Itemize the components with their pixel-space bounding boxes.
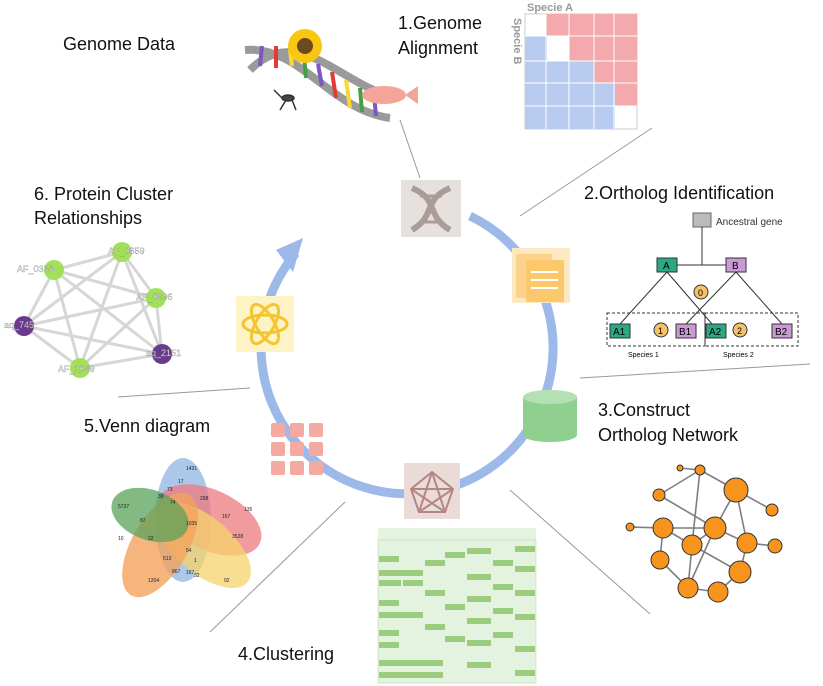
event-1-label: 1	[658, 326, 663, 336]
species-1-label: Species 1	[628, 352, 659, 359]
mosquito-icon	[273, 89, 297, 111]
venn-region-number: 1035	[186, 521, 197, 527]
a2-label: A2	[709, 327, 722, 338]
ortholog-identification-label: 2.Ortholog Identification	[584, 183, 775, 203]
venn-diagram-label: 5.Venn diagram	[84, 416, 211, 436]
protein-cluster-network: AF_0338 AF_0659 AF_0996 aq_745 aq_2151 A…	[4, 242, 181, 378]
protein-cluster-label-1: 6. Protein Cluster	[34, 184, 174, 204]
event-0-label: 0	[698, 288, 703, 298]
event-2-label: 2	[737, 326, 742, 336]
genome-alignment-label-1: 1.Genome	[398, 13, 483, 33]
protein-node-af0996: AF_0996	[136, 292, 173, 302]
venn-region-number: 32	[194, 573, 200, 579]
venn-region-number: 513	[163, 556, 172, 562]
venn-region-number: 39	[158, 494, 164, 500]
venn-region-number: 87	[140, 518, 146, 524]
species-b-label: Specie B	[511, 18, 523, 65]
venn-region-number: 73	[167, 487, 173, 493]
genome-data-label: Genome Data	[63, 34, 176, 54]
node-b-label: B	[732, 261, 739, 272]
venn-region-number: 22	[148, 536, 154, 542]
venn-region-number: 17	[178, 479, 184, 485]
grid-icon	[271, 423, 323, 475]
venn-region-number: 167	[222, 514, 231, 520]
venn-region-number: 1	[194, 558, 197, 564]
b1-label: B1	[679, 327, 692, 338]
protein-node-af0659: AF_0659	[108, 246, 145, 256]
document-icon	[512, 248, 570, 303]
protein-node-aq745: aq_745	[4, 320, 34, 330]
venn-region-number: 867	[172, 569, 181, 575]
ortholog-tree: Ancestral gene A B 0 A1 1 B1 A2 2 B2 Spe…	[606, 212, 799, 359]
protein-node-aq2151: aq_2151	[146, 348, 181, 358]
database-icon	[523, 390, 577, 442]
clustering-table	[377, 528, 537, 684]
fish-icon	[362, 86, 418, 104]
venn-region-number: 92	[224, 578, 230, 584]
venn-region-number: 54	[186, 548, 192, 554]
dna-icon	[401, 180, 461, 237]
a1-label: A1	[613, 327, 626, 338]
species-a-label: Specie A	[527, 2, 573, 14]
ortholog-network	[625, 464, 783, 603]
venn-region-number: 1204	[148, 578, 159, 584]
venn-region-number: 10	[118, 536, 124, 542]
node-a-label: A	[663, 261, 670, 272]
venn-region-number: 1431	[186, 466, 197, 472]
b2-label: B2	[775, 327, 788, 338]
connector-lines	[117, 119, 811, 633]
network-icon	[404, 463, 460, 519]
cycle-arrow-head	[276, 238, 303, 272]
venn-region-number: 5737	[118, 504, 129, 510]
protein-cluster-label-2: Relationships	[34, 208, 143, 228]
ancestral-gene-label: Ancestral gene	[716, 217, 783, 228]
venn-region-number: 3528	[232, 534, 243, 540]
cycle-ring	[256, 211, 558, 499]
venn-region-number: 74	[170, 500, 176, 506]
genome-data-picture	[244, 29, 418, 122]
protein-node-af1049: AF_1049	[58, 364, 95, 374]
construct-network-label-2: Ortholog Network	[598, 425, 739, 445]
venn-region-number: 167	[186, 570, 195, 576]
alignment-matrix: Specie A Specie B	[511, 2, 638, 130]
protein-node-af0338: AF_0338	[17, 264, 54, 274]
venn-region-number: 298	[200, 496, 209, 502]
species-2-label: Species 2	[723, 352, 754, 359]
genome-alignment-label-2: Alignment	[398, 38, 479, 58]
sunflower-icon	[288, 29, 322, 63]
clustering-label: 4.Clustering	[238, 644, 335, 664]
venn-region-number: 135	[244, 507, 253, 513]
atom-icon	[236, 296, 294, 352]
construct-network-label-1: 3.Construct	[598, 400, 691, 420]
